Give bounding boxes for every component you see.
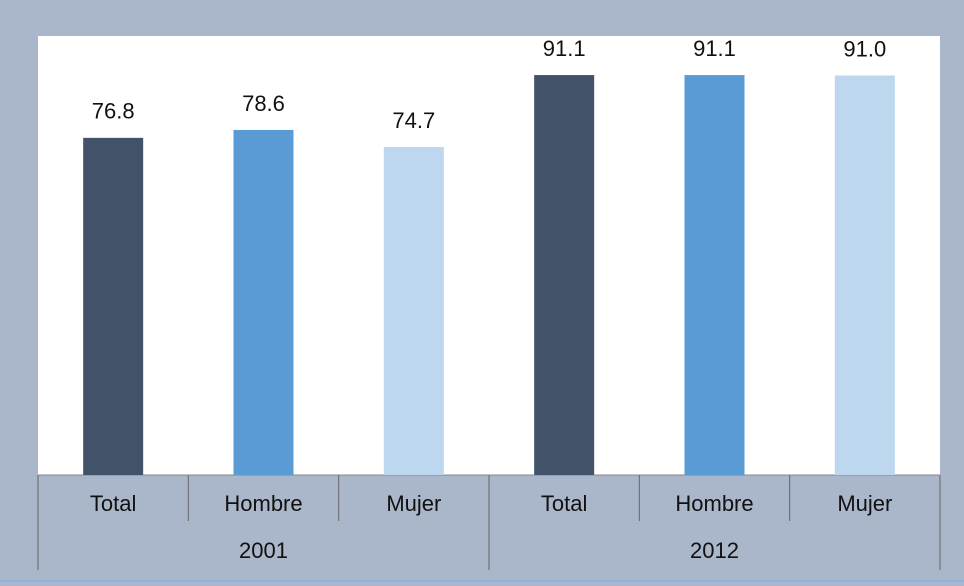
data-label: 91.1 (543, 36, 586, 61)
x-tick-label: Hombre (675, 491, 753, 516)
bar (684, 75, 745, 476)
group-label: 2012 (690, 538, 739, 563)
bar (534, 75, 595, 476)
x-tick-label: Total (541, 491, 587, 516)
group-label: 2001 (239, 538, 288, 563)
bar (383, 147, 444, 475)
x-tick-label: Total (90, 491, 136, 516)
bar (83, 137, 144, 475)
bar (834, 75, 895, 475)
x-tick-label: Mujer (386, 491, 441, 516)
data-label: 78.6 (242, 91, 285, 116)
data-label: 91.1 (693, 36, 736, 61)
data-label: 74.7 (392, 108, 435, 133)
data-label: 76.8 (92, 99, 135, 124)
x-tick-label: Hombre (224, 491, 302, 516)
data-label: 91.0 (843, 36, 886, 61)
x-tick-label: Mujer (837, 491, 892, 516)
plot-area (38, 36, 940, 475)
bar (233, 129, 294, 476)
